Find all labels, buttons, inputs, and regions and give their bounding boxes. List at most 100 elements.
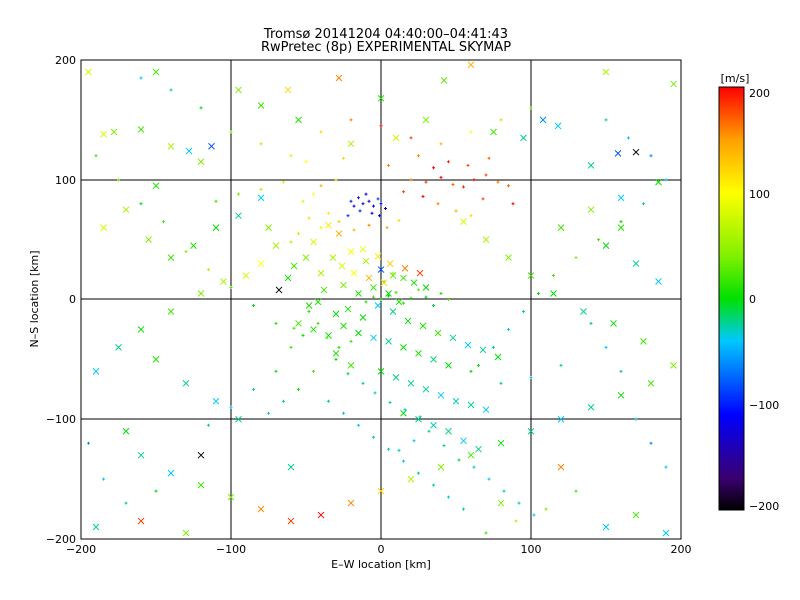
data-point-cross [437, 463, 445, 471]
data-point-cross [392, 373, 400, 381]
data-point-cross [374, 253, 382, 260]
data-point-cross [317, 511, 325, 519]
data-point-plus [634, 417, 638, 421]
data-point-plus [502, 489, 506, 493]
data-point-plus [496, 180, 500, 184]
data-point-plus [327, 399, 330, 403]
data-point-plus [492, 345, 495, 349]
data-point-cross [617, 224, 625, 232]
data-point-cross [587, 162, 595, 169]
data-point-plus [462, 185, 465, 189]
y-tick-label: 0 [69, 293, 76, 306]
data-point-plus [532, 513, 536, 517]
data-point-cross [617, 194, 625, 202]
data-point-cross [482, 236, 490, 243]
data-point-plus [199, 106, 203, 110]
data-point-cross [167, 142, 175, 150]
data-point-plus [349, 118, 353, 122]
data-point-cross [632, 260, 640, 267]
data-point-cross [320, 286, 328, 294]
data-point-plus [307, 309, 311, 313]
data-point-cross [490, 128, 497, 136]
data-point-cross [167, 254, 175, 261]
data-point-plus [307, 216, 311, 220]
data-point-cross [430, 421, 437, 429]
data-point-plus [619, 369, 623, 373]
data-point-plus [384, 206, 387, 210]
data-point-cross [460, 218, 467, 226]
data-point-cross [335, 74, 343, 82]
data-point-cross [85, 68, 92, 76]
data-point-cross [400, 344, 407, 351]
x-tick-label: −100 [216, 543, 246, 556]
data-point-cross [257, 260, 265, 267]
data-point-cross [310, 326, 317, 333]
data-point-cross [137, 451, 145, 459]
data-point-plus [597, 238, 600, 242]
data-point-cross [467, 61, 475, 69]
data-point-cross [332, 350, 340, 357]
data-point-plus [102, 477, 105, 481]
data-point-plus [337, 220, 341, 224]
data-point-cross [632, 148, 640, 156]
data-point-plus [207, 268, 210, 272]
data-point-cross [505, 254, 512, 261]
data-point-cross [377, 367, 385, 375]
data-point-plus [664, 465, 668, 469]
data-point-cross [332, 310, 340, 318]
data-point-plus [447, 298, 450, 301]
data-point-plus [537, 292, 540, 296]
data-point-plus [649, 154, 653, 158]
data-point-plus [312, 192, 315, 196]
data-point-cross [479, 346, 487, 354]
data-point-plus [349, 339, 353, 343]
data-point-plus [388, 400, 392, 404]
data-point-plus [387, 163, 390, 167]
data-point-cross [227, 493, 235, 501]
data-point-cross [257, 194, 265, 202]
data-point-cross [100, 224, 107, 232]
data-point-cross [419, 322, 427, 330]
data-point-plus [619, 220, 623, 224]
data-point-plus [379, 124, 383, 128]
data-point-plus [162, 220, 165, 224]
data-point-cross [197, 158, 205, 166]
data-point-plus [304, 160, 308, 164]
data-point-cross [410, 279, 418, 287]
data-point-cross [344, 305, 352, 313]
data-point-cross [539, 116, 547, 124]
data-point-cross [100, 130, 107, 138]
data-point-plus [409, 136, 413, 140]
data-point-cross [340, 281, 347, 289]
data-point-cross [325, 221, 332, 229]
data-point-cross [670, 362, 677, 369]
data-point-cross [359, 245, 367, 253]
data-point-plus [487, 477, 491, 481]
data-point-plus [421, 195, 425, 199]
data-point-plus [357, 196, 360, 200]
data-point-plus [346, 214, 350, 218]
data-point-cross [359, 314, 367, 321]
data-point-plus [403, 408, 407, 412]
y-tick-label: 100 [55, 174, 76, 187]
data-point-cross [92, 367, 100, 375]
data-point-cross [449, 334, 457, 342]
data-point-cross [389, 308, 397, 315]
data-point-cross [377, 487, 385, 495]
data-point-plus [664, 178, 668, 182]
data-point-plus [352, 204, 356, 208]
data-point-cross [185, 147, 193, 155]
x-tick-label: −200 [66, 543, 96, 556]
data-point-plus [432, 483, 435, 487]
data-point-plus [297, 387, 300, 391]
data-point-plus [447, 160, 450, 164]
data-point-plus [357, 423, 360, 427]
data-point-cross [497, 439, 505, 447]
data-point-plus [387, 294, 390, 298]
data-point-cross [415, 350, 422, 357]
data-point-cross [580, 308, 587, 315]
data-point-plus [372, 295, 375, 299]
y-tick-label: −100 [46, 413, 76, 426]
data-point-cross [400, 409, 407, 417]
